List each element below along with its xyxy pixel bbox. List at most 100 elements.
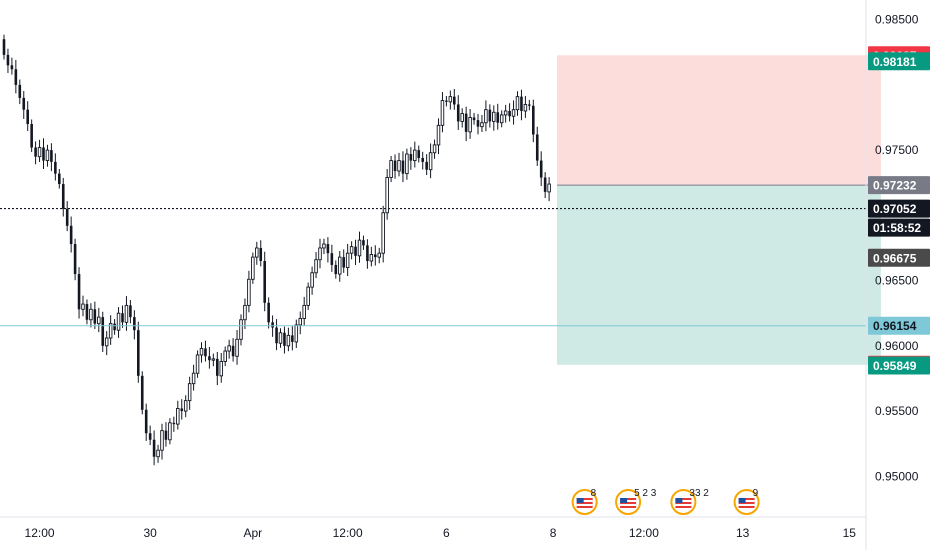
candle-body <box>168 422 172 441</box>
time-tick-label: Apr <box>244 526 263 540</box>
candle-body <box>271 322 274 328</box>
candle-body <box>453 96 456 105</box>
candle-body <box>468 117 472 133</box>
candle-body <box>476 120 480 127</box>
candle-body <box>535 134 539 161</box>
candle-body <box>445 100 448 102</box>
price-axis[interactable]: 0.98500 0.97500 0.96500 0.96000 0.95500 0.950… <box>875 13 919 484</box>
candle-body <box>259 247 263 262</box>
candle-body <box>45 149 50 162</box>
candle-body <box>366 245 369 262</box>
time-tick-label: 15 <box>843 526 857 540</box>
price-tick-label: 0.96500 <box>875 274 919 288</box>
candle-body <box>520 96 523 111</box>
candle-body <box>484 109 488 124</box>
us-flag-canton <box>576 498 584 503</box>
time-tick-label: 12:00 <box>629 526 659 540</box>
price-tick-label: 0.97500 <box>875 143 919 157</box>
us-flag-icon <box>738 498 755 508</box>
candle-body <box>345 252 350 268</box>
candle-body <box>235 338 239 357</box>
candle-body <box>61 184 65 209</box>
candle-body <box>18 84 22 98</box>
candle-body <box>263 261 266 303</box>
risk-zone[interactable] <box>557 55 881 186</box>
position-tool[interactable] <box>557 55 881 365</box>
candle-body <box>409 154 413 161</box>
candle-body <box>113 323 116 331</box>
candle-body <box>247 278 251 306</box>
candle-body <box>503 110 508 116</box>
candle-body <box>393 160 397 171</box>
candle-body <box>116 312 121 331</box>
us-flag-stripe <box>675 504 692 506</box>
candle-body <box>291 335 294 342</box>
candle-body <box>93 309 97 324</box>
price-label-text: 0.98181 <box>873 55 917 69</box>
time-axis[interactable]: 12:00 30 Apr 12:00 6 8 12:00 13 15 <box>25 526 857 540</box>
time-tick-label: 12:00 <box>333 526 363 540</box>
candle-body <box>58 173 61 185</box>
candle-body <box>405 153 409 175</box>
candle-body <box>539 160 543 178</box>
time-tick-label: 6 <box>443 526 450 540</box>
candle-body <box>37 147 42 158</box>
candle-body <box>97 316 101 325</box>
candle-body <box>298 317 303 326</box>
price-labels: 0.982270.981810.972320.9705201:58:520.96… <box>868 46 930 375</box>
candle-body <box>22 97 26 110</box>
price-tick-label: 0.95500 <box>875 404 919 418</box>
price-label-text: 0.97052 <box>873 202 917 216</box>
candle-body <box>448 96 453 103</box>
price-label-horizontal-line <box>868 316 930 335</box>
price-tick-label: 0.98500 <box>875 13 919 27</box>
economic-events[interactable]: 8 5 2 3 33 2 9 <box>571 488 760 515</box>
event-count: 5 2 3 <box>634 488 657 499</box>
candle-body <box>472 117 476 121</box>
candle-body <box>342 257 345 268</box>
candle-body <box>310 272 314 288</box>
candle-body <box>354 246 357 256</box>
event-marker[interactable]: 5 2 3 <box>615 488 657 515</box>
candle-body <box>413 149 417 162</box>
candle-body <box>14 69 18 85</box>
candle-body <box>199 347 204 356</box>
candle-body <box>208 356 211 361</box>
candle-body <box>81 303 85 310</box>
us-flag-stripe <box>738 504 755 506</box>
candle-body <box>286 334 291 347</box>
candle-body <box>547 183 551 193</box>
time-tick-label: 13 <box>736 526 750 540</box>
candle-body <box>377 252 382 258</box>
candle-body <box>326 244 330 254</box>
countdown-text: 01:58:52 <box>873 221 921 235</box>
candle-body <box>480 122 484 128</box>
candle-body <box>231 345 235 357</box>
candle-body <box>89 308 93 321</box>
candle-body <box>385 177 389 214</box>
us-flag-canton <box>675 498 683 503</box>
event-marker[interactable]: 9 <box>733 488 760 515</box>
candle-body <box>69 225 73 245</box>
candle-body <box>104 337 109 347</box>
reward-zone[interactable] <box>557 185 881 365</box>
candle-body <box>216 358 219 376</box>
candle-body <box>440 100 445 126</box>
us-flag-stripe <box>738 500 755 502</box>
time-tick-label: 8 <box>550 526 557 540</box>
candle-body <box>191 372 196 385</box>
event-marker[interactable]: 33 2 <box>670 488 709 515</box>
candle-body <box>523 104 528 112</box>
price-label-text: 0.97232 <box>873 179 917 193</box>
time-tick-label: 12:00 <box>25 526 55 540</box>
candle-body <box>243 304 247 321</box>
candle-body <box>137 330 140 376</box>
price-label-last-price <box>868 199 930 218</box>
candle-body <box>77 274 81 310</box>
candle-body <box>50 150 53 162</box>
candles <box>2 34 551 466</box>
candle-body <box>515 96 520 111</box>
event-marker[interactable]: 8 <box>571 488 598 515</box>
